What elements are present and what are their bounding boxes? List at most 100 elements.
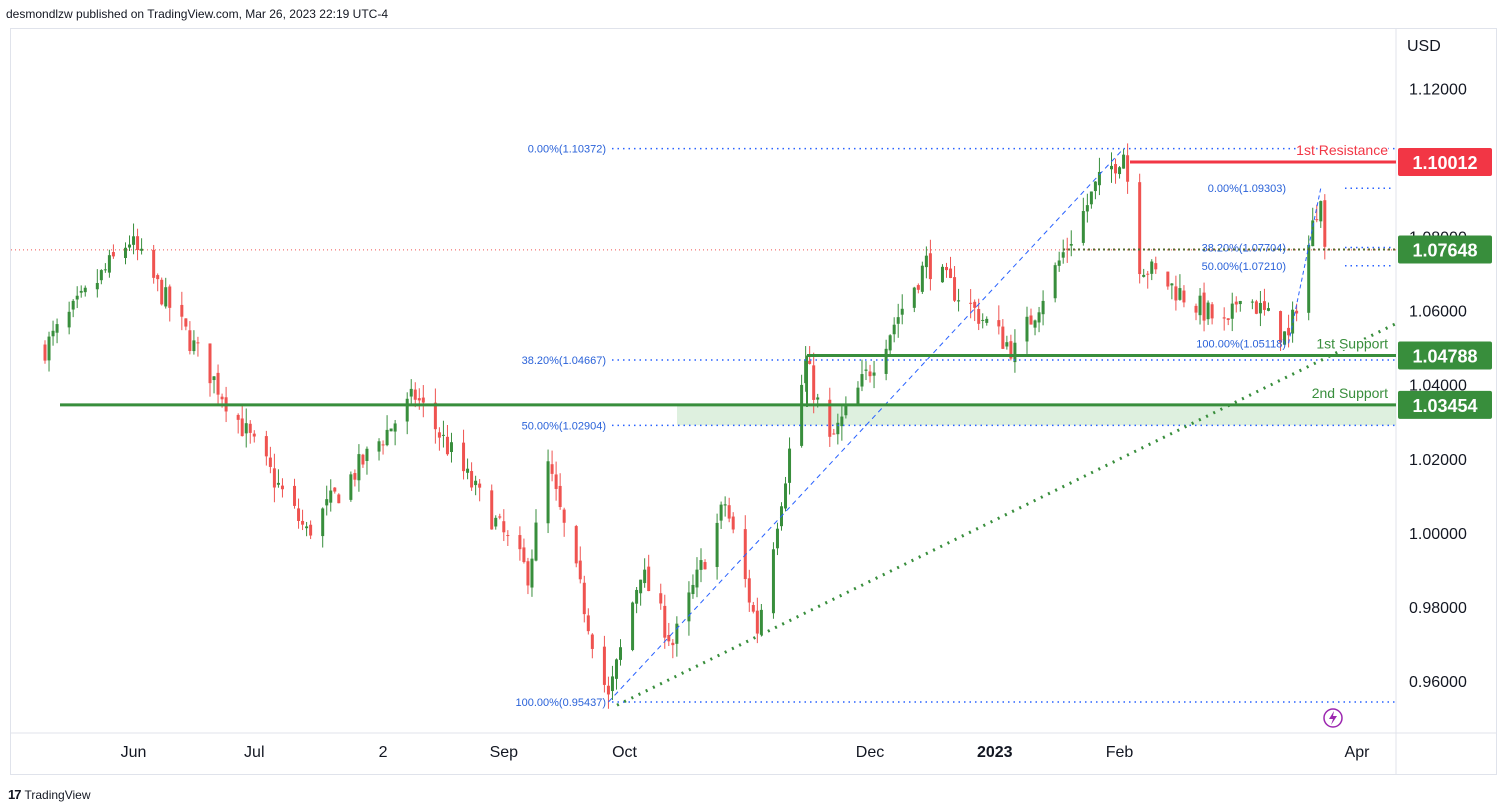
candle-body — [892, 324, 896, 335]
candle-body — [393, 423, 397, 432]
candle-body — [1085, 205, 1089, 212]
candle-body — [365, 448, 369, 461]
candle-body — [333, 487, 337, 492]
price-label-bg — [1398, 390, 1492, 419]
fib-label: 50.00%(1.02904) — [522, 420, 606, 432]
fib-trend-line-small — [1288, 188, 1322, 344]
candle-body — [184, 318, 188, 327]
candle-body — [433, 402, 437, 430]
fib-label: 100.00%(0.95437) — [515, 697, 606, 709]
candle-body — [349, 474, 353, 500]
candle-body — [1118, 167, 1122, 175]
candle-body — [1154, 263, 1158, 270]
candle-body — [1182, 290, 1186, 303]
candle-body — [606, 685, 610, 695]
candle-body — [329, 490, 333, 503]
candle-body — [1307, 244, 1311, 313]
candle-body — [977, 309, 981, 324]
candle-body — [944, 267, 948, 271]
candle-body — [578, 560, 582, 580]
candle-body — [804, 359, 808, 384]
candle-body — [699, 560, 703, 570]
candle-body — [590, 634, 594, 649]
candle-body — [305, 526, 309, 529]
candle-body — [1097, 171, 1101, 186]
candle-body — [602, 646, 606, 685]
candle-body — [192, 340, 196, 352]
candle-body — [639, 579, 643, 594]
candle-body — [1194, 305, 1198, 313]
candle-body — [107, 255, 111, 273]
candle-body — [264, 436, 268, 457]
candle-body — [1005, 342, 1009, 347]
candle-body — [1323, 200, 1327, 247]
candle-body — [1037, 312, 1041, 323]
candle-body — [95, 282, 99, 290]
candle-body — [924, 255, 928, 268]
candle-body — [840, 416, 844, 427]
candle-body — [574, 526, 578, 564]
candle-body — [1258, 302, 1262, 314]
y-tick-label: 1.02000 — [1409, 452, 1467, 469]
candle-body — [687, 592, 691, 622]
candle-body — [663, 605, 667, 638]
x-tick-label: 2 — [379, 744, 388, 761]
candle-body — [47, 336, 51, 361]
candle-body — [562, 509, 566, 523]
candle-body — [554, 474, 558, 489]
candle-body — [502, 521, 506, 533]
candle-body — [196, 342, 200, 344]
candle-body — [1279, 311, 1283, 343]
candle-body — [586, 615, 590, 632]
candle-body — [361, 454, 365, 465]
candle-body — [240, 418, 244, 437]
candle-body — [248, 423, 252, 433]
candle-body — [1283, 331, 1287, 345]
candle-body — [828, 399, 832, 437]
candle-body — [1174, 286, 1178, 301]
candle-body — [83, 287, 87, 293]
candle-body — [526, 561, 530, 586]
price-label: 1.10012 — [1412, 153, 1477, 173]
candle-body — [337, 494, 341, 504]
candle-body — [812, 365, 816, 400]
candle-body — [582, 582, 586, 615]
candle-body — [816, 397, 820, 400]
candle-body — [1222, 317, 1226, 319]
candle-body — [103, 269, 107, 271]
candle-body — [325, 499, 329, 506]
candle-body — [140, 248, 144, 251]
candle-body — [808, 360, 812, 364]
y-tick-label: 1.12000 — [1409, 81, 1467, 98]
candle-body — [530, 558, 534, 588]
candle-body — [868, 371, 872, 377]
candle-body — [272, 468, 276, 488]
candle-body — [723, 504, 727, 506]
candle-body — [1170, 283, 1174, 286]
candle-body — [1250, 301, 1254, 303]
candle-body — [160, 279, 164, 305]
currency-label: USD — [1407, 38, 1441, 55]
fib-label: 100.00%(1.05118) — [1196, 338, 1286, 350]
candle-body — [470, 471, 474, 488]
candle-body — [1093, 181, 1097, 192]
candle-body — [1178, 288, 1182, 300]
candle-body — [784, 483, 788, 509]
brand-label: TradingView — [24, 787, 91, 802]
candle-body — [755, 610, 759, 634]
rising-trendline — [616, 322, 1397, 707]
candle-body — [389, 428, 393, 432]
y-tick-label: 1.04000 — [1409, 378, 1467, 395]
candle-body — [449, 442, 453, 453]
candle-body — [1206, 302, 1210, 320]
candle-body — [667, 635, 671, 642]
candle-body — [691, 584, 695, 595]
candle-body — [478, 483, 482, 488]
candle-body — [1287, 327, 1291, 336]
candle-body — [1025, 316, 1029, 342]
candle-body — [1122, 154, 1126, 169]
candle-body — [164, 287, 168, 307]
candle-body — [1311, 220, 1315, 247]
candle-body — [128, 244, 132, 248]
